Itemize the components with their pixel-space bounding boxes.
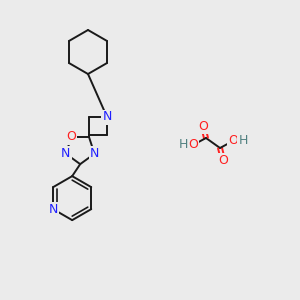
Text: N: N [48,202,58,216]
Text: N: N [90,147,99,160]
Text: O: O [66,130,76,143]
Text: O: O [228,134,238,148]
Text: O: O [188,139,198,152]
Text: H: H [238,134,248,148]
Text: N: N [102,110,112,124]
Text: H: H [178,139,188,152]
Text: O: O [218,154,228,166]
Text: O: O [198,119,208,133]
Text: N: N [61,147,70,160]
